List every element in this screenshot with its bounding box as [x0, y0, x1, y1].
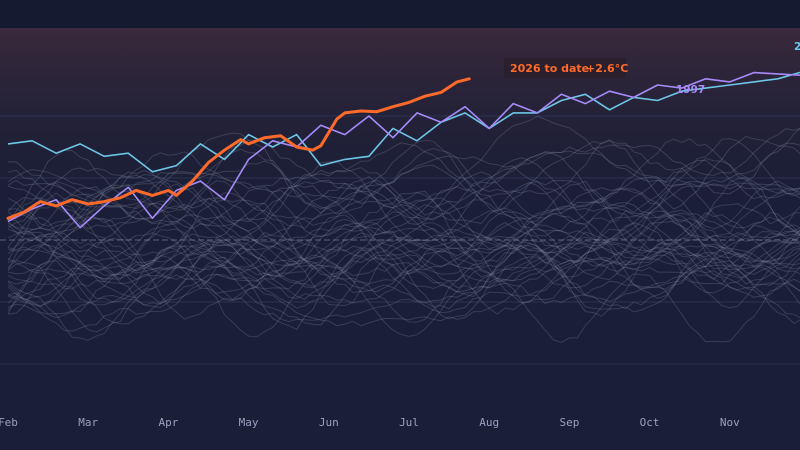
series-label-1997: 1997 — [676, 84, 705, 96]
history-year-line — [7, 169, 800, 230]
history-year-line — [7, 211, 800, 285]
x-tick-label: Jul — [399, 416, 419, 429]
history-year-line — [7, 186, 800, 247]
history-year-line — [7, 232, 800, 292]
history-year-line — [7, 138, 800, 240]
history-year-line — [7, 140, 800, 220]
highlight-series — [6, 71, 800, 229]
history-year-line — [7, 239, 800, 330]
x-tick-label: Mar — [78, 416, 98, 429]
history-year-line — [7, 182, 800, 271]
history-year-line — [7, 245, 800, 315]
history-year-line — [7, 127, 800, 198]
history-year-line — [7, 135, 800, 223]
history-year-line — [7, 224, 800, 290]
series-line-cyan-year — [7, 71, 800, 173]
x-tick-label: May — [239, 416, 259, 429]
history-year-line — [7, 230, 800, 278]
history-year-line — [7, 201, 800, 286]
annotation-background — [504, 58, 626, 78]
series-labels: 1997 2 — [676, 41, 800, 96]
history-year-line — [7, 197, 800, 274]
history-year-line — [7, 224, 800, 319]
x-tick-label: Oct — [640, 416, 660, 429]
x-axis: Feb Mar Apr May Jun Jul Aug Sep Oct Nov — [0, 416, 740, 429]
history-year-line — [7, 239, 800, 323]
history-year-line — [7, 150, 800, 231]
history-year-line — [7, 231, 800, 308]
history-year-line — [7, 157, 800, 246]
history-year-line — [7, 210, 800, 266]
history-year-line — [7, 237, 800, 325]
history-year-line — [7, 115, 800, 224]
history-year-line — [7, 210, 800, 306]
history-year-line — [7, 231, 800, 299]
history-year-line — [7, 257, 800, 327]
history-year-line — [7, 228, 800, 341]
series-label-cyan-year: 2 — [794, 41, 800, 53]
annotation-label: 2026 to date — [510, 62, 589, 75]
series-line-1997 — [7, 71, 800, 229]
history-year-line — [7, 243, 800, 332]
x-tick-label: Sep — [559, 416, 579, 429]
x-tick-label: Aug — [479, 416, 499, 429]
top-strip — [0, 0, 800, 28]
history-year-line — [7, 179, 800, 229]
history-year-line — [7, 164, 800, 247]
grid-lines — [0, 115, 800, 365]
history-year-line — [7, 221, 800, 301]
history-year-line — [7, 220, 800, 304]
history-year-line — [7, 222, 800, 309]
history-year-line — [7, 177, 800, 271]
history-lines — [7, 115, 800, 343]
history-year-line — [7, 159, 800, 230]
history-year-line — [7, 211, 800, 307]
x-tick-label: Apr — [158, 416, 178, 429]
history-year-line — [7, 183, 800, 240]
history-year-line — [7, 210, 800, 280]
annotation-value: +2.6°C — [586, 62, 628, 75]
current-year-annotation: 2026 to date +2.6°C — [504, 58, 628, 78]
history-year-line — [7, 192, 800, 263]
history-year-line — [7, 260, 800, 343]
history-year-line — [7, 240, 800, 323]
series-line-current-year — [6, 77, 471, 220]
x-tick-label: Nov — [720, 416, 740, 429]
x-tick-label: Feb — [0, 416, 18, 429]
history-year-line — [7, 138, 800, 215]
x-tick-label: Jun — [319, 416, 339, 429]
